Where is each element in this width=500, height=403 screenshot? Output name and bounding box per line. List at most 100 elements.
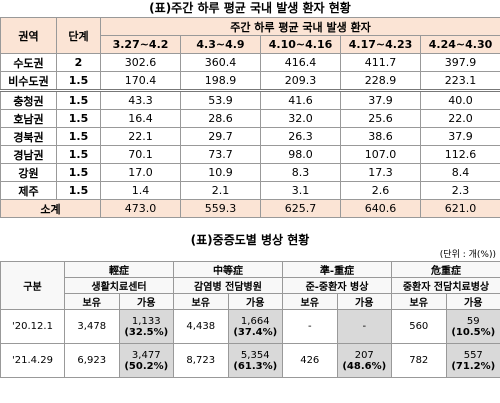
cell: 강원 — [0, 163, 57, 182]
percent: (61.3%) — [233, 360, 278, 372]
percent: (37.4%) — [233, 326, 278, 338]
row: 경북권 1.5 22.1 29.7 26.3 38.6 37.9 — [0, 127, 500, 146]
cell: 소계 — [0, 199, 101, 218]
cell: 625.7 — [260, 199, 341, 218]
cell: 32.0 — [260, 109, 341, 128]
header: 中等症 — [173, 261, 283, 278]
cell: 25.6 — [340, 109, 421, 128]
percent: (50.2%) — [124, 360, 169, 372]
header: 구분 — [0, 261, 65, 310]
cell: 10.9 — [180, 163, 261, 182]
available: 1,133 — [131, 315, 161, 327]
cell: 37.9 — [340, 90, 421, 110]
cell: 41.6 — [260, 90, 341, 110]
row: 생활치료센터 감염병 전담병원 준-중환자 병상 중환자 전담치료병상 — [1, 277, 500, 294]
percent: (71.2%) — [451, 360, 496, 372]
row: 소계 473.0 559.3 625.7 640.6 621.0 — [0, 199, 500, 218]
cell: 1.5 — [56, 163, 101, 182]
cell: 1.5 — [56, 127, 101, 146]
cell: 557 (71.2%) — [445, 343, 500, 378]
cell: 207 (48.6%) — [336, 343, 392, 378]
cell: 2.3 — [419, 181, 500, 200]
header: 4.24~4.30 — [419, 35, 500, 54]
cell: 473.0 — [100, 199, 181, 218]
header: 준-중환자 병상 — [282, 277, 392, 294]
unit: (단위 : 개(%)) — [439, 250, 496, 260]
cell: 2.1 — [180, 181, 261, 200]
cell: 782 — [391, 343, 447, 378]
cell: 360.4 — [180, 53, 261, 72]
cell: 209.3 — [260, 71, 341, 92]
cell: 3,478 — [64, 309, 120, 344]
cell: 621.0 — [419, 199, 500, 218]
header: 보유 — [282, 293, 338, 310]
cell: 충청권 — [0, 90, 57, 110]
header: 4.10~4.16 — [260, 35, 341, 54]
cell: 1.5 — [56, 90, 101, 110]
row: 수도권 2 302.6 360.4 416.4 411.7 397.9 — [0, 53, 500, 72]
date: '21.4.29 — [0, 343, 65, 378]
cell: 560 — [391, 309, 447, 344]
table2: 구분 輕症 中等症 準-重症 危重症 생활치료센터 감염병 전담병원 준-중환자 병상 중환자 … — [0, 261, 500, 378]
cell: 38.6 — [340, 127, 421, 146]
cell: 8,723 — [173, 343, 229, 378]
cell: 22.1 — [100, 127, 181, 146]
available: 1,664 — [240, 315, 270, 327]
percent: (10.5%) — [451, 326, 496, 338]
row: 제주 1.5 1.4 2.1 3.1 2.6 2.3 — [0, 181, 500, 200]
cell: 170.4 — [100, 71, 181, 92]
cell: 198.9 — [180, 71, 261, 92]
available: 207 — [354, 349, 374, 361]
table1: 권역 단계 주간 하루 평균 국내 발생 환자 3.27~4.2 4.3~4.9 4.10… — [0, 17, 500, 218]
cell: 1.4 — [100, 181, 181, 200]
cell: 107.0 — [340, 145, 421, 164]
cell: 416.4 — [260, 53, 341, 72]
header: 주간 하루 평균 국내 발생 환자 — [99, 17, 500, 36]
cell: 1.5 — [56, 145, 101, 164]
header: 권역 — [0, 17, 57, 54]
cell: 28.6 — [180, 109, 261, 128]
cell: 5,354 (61.3%) — [227, 343, 283, 378]
cell: 70.1 — [100, 145, 181, 164]
cell: 397.9 — [419, 53, 500, 72]
row: 충청권 1.5 43.3 53.9 41.6 37.9 40.0 — [0, 90, 500, 110]
cell: 6,923 — [64, 343, 120, 378]
header: 4.3~4.9 — [180, 35, 261, 54]
header: 보유 — [391, 293, 447, 310]
cell: 53.9 — [180, 90, 261, 110]
available: 59 — [466, 315, 480, 327]
header: 4.17~4.23 — [340, 35, 421, 54]
header: 감염병 전담병원 — [173, 277, 283, 294]
cell: 경남권 — [0, 145, 57, 164]
header: 가용 — [227, 293, 283, 310]
cell: - — [336, 309, 392, 344]
date: '20.12.1 — [0, 309, 65, 344]
cell: 40.0 — [419, 90, 500, 110]
cell: 2.6 — [340, 181, 421, 200]
row: 호남권 1.5 16.4 28.6 32.0 25.6 22.0 — [0, 109, 500, 128]
cell: 수도권 — [0, 53, 57, 72]
cell: 16.4 — [100, 109, 181, 128]
cell: 640.6 — [340, 199, 421, 218]
cell: 17.0 — [100, 163, 181, 182]
cell: 411.7 — [340, 53, 421, 72]
cell: 3,477 (50.2%) — [118, 343, 174, 378]
row: '21.4.29 6,923 3,477 (50.2%) 8,723 5,354 (61.3… — [0, 343, 500, 378]
header: 準-重症 — [282, 261, 392, 278]
header: 단계 — [56, 17, 101, 54]
cell: 73.7 — [180, 145, 261, 164]
cell: 37.9 — [419, 127, 500, 146]
header: 3.27~4.2 — [100, 35, 181, 54]
header: 輕症 — [64, 261, 174, 278]
percent: (48.6%) — [342, 360, 387, 372]
cell: 호남권 — [0, 109, 57, 128]
cell: 경북권 — [0, 127, 57, 146]
cell: 59 (10.5%) — [445, 309, 500, 344]
cell: 43.3 — [100, 90, 181, 110]
cell: 비수도권 — [0, 71, 57, 92]
header: 생활치료센터 — [64, 277, 174, 294]
cell: 제주 — [0, 181, 57, 200]
header: 가용 — [336, 293, 392, 310]
cell: 426 — [282, 343, 338, 378]
